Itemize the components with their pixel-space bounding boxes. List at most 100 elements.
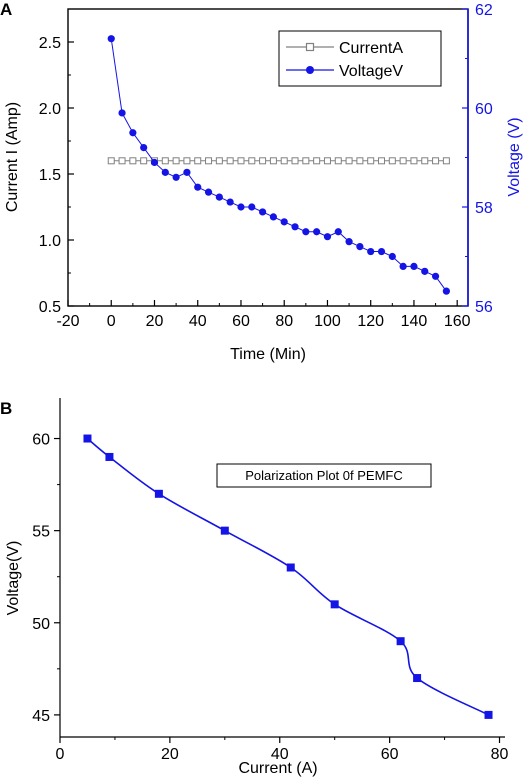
voltage-data-point xyxy=(367,247,375,256)
legend-box xyxy=(278,30,442,87)
panel-a-x-tick-label: 40 xyxy=(189,313,207,330)
annotation-box xyxy=(216,463,432,488)
panel-a-left-y-tick-label: 2.0 xyxy=(39,101,61,118)
voltage-data-point xyxy=(107,35,115,43)
current-data-point xyxy=(313,157,321,165)
legend-voltage-marker xyxy=(306,66,314,74)
current-data-point xyxy=(356,157,364,165)
panel-a-left-y-axis-title: Current I (Amp) xyxy=(4,102,21,212)
panel-a-left-y-tick-label: 2.5 xyxy=(39,35,61,52)
legend-current-marker xyxy=(305,42,315,52)
voltage-data-point xyxy=(302,228,310,236)
current-data-point xyxy=(345,157,353,165)
voltage-data-point xyxy=(161,168,169,176)
panel-b-annotation: Polarization Plot 0f PEMFC xyxy=(216,463,432,488)
panel-b-x-axis-title: Current (A) xyxy=(238,760,317,777)
panel-b-y-tick-label: 55 xyxy=(32,524,50,541)
voltage-data-point xyxy=(399,262,407,270)
current-data-point xyxy=(118,157,126,165)
panel-a-x-tick-label: 120 xyxy=(357,313,384,330)
voltage-data-point xyxy=(291,223,299,231)
current-data-point xyxy=(442,157,450,165)
voltage-data-point xyxy=(323,233,332,241)
legend-voltage-label: VoltageV xyxy=(339,63,403,80)
current-data-point xyxy=(248,157,256,165)
current-data-point xyxy=(388,157,396,165)
panel-a-right-y-tick-label: 60 xyxy=(475,101,493,118)
panel-a-x-tick-label: 140 xyxy=(401,313,428,330)
current-data-point xyxy=(432,157,440,165)
current-data-point xyxy=(323,157,331,165)
voltage-data-point xyxy=(345,238,353,246)
current-data-point xyxy=(410,157,418,165)
voltage-data-point xyxy=(410,262,418,270)
voltage-data-point xyxy=(388,252,396,261)
current-data-point xyxy=(302,157,310,165)
current-data-point xyxy=(421,157,429,165)
panel-a-letter: A xyxy=(0,0,12,19)
voltage-data-point xyxy=(194,183,202,191)
panel-b: B 0 20 40 60 80 45 50 55 60 Current (A) Voltage(… xyxy=(0,398,509,777)
panel-a-x-tick-label: 80 xyxy=(275,313,293,330)
panel-a-legend: CurrentA VoltageV xyxy=(278,30,442,87)
voltage-data-point xyxy=(237,203,245,211)
polarization-data-point xyxy=(396,637,405,646)
panel-b-y-tick-label: 60 xyxy=(32,432,50,449)
panel-b-y-tick-label: 45 xyxy=(32,708,50,725)
voltage-data-point xyxy=(140,144,148,152)
panel-a-x-tick-label: 160 xyxy=(444,313,471,330)
panel-a-x-axis-title: Time (Min) xyxy=(230,346,306,363)
panel-b-x-tick-label: 80 xyxy=(491,746,509,763)
voltage-data-point xyxy=(129,129,137,137)
panel-a-right-y-tick-label: 56 xyxy=(475,299,493,316)
voltage-data-point xyxy=(269,213,278,221)
panel-b-letter: B xyxy=(0,399,12,418)
panel-b-y-tick-label: 50 xyxy=(32,616,50,633)
voltage-data-point xyxy=(421,267,429,275)
current-data-point xyxy=(172,157,180,165)
polarization-data-point xyxy=(83,434,92,443)
voltage-data-point xyxy=(248,203,256,211)
polarization-data-point xyxy=(154,489,163,498)
current-data-point xyxy=(140,157,148,165)
panel-a-right-y-tick-label: 62 xyxy=(475,2,493,19)
panel-a-right-y-tick-label: 58 xyxy=(475,200,493,217)
voltage-data-point xyxy=(313,228,321,236)
legend-current-label: CurrentA xyxy=(339,40,403,57)
current-data-point xyxy=(280,157,288,165)
voltage-data-point xyxy=(356,243,364,251)
voltage-data-point xyxy=(431,272,440,280)
current-data-point xyxy=(237,157,245,165)
current-data-point xyxy=(161,157,169,165)
voltage-data-point xyxy=(204,188,213,196)
voltage-data-point xyxy=(172,173,180,181)
panel-b-y-axis-title: Voltage(V) xyxy=(5,541,22,616)
voltage-data-point xyxy=(258,208,267,216)
voltage-data-point xyxy=(118,109,126,117)
current-data-point xyxy=(399,157,407,165)
panel-a-x-tick-label: 60 xyxy=(232,313,250,330)
current-data-point xyxy=(107,157,115,165)
current-data-point xyxy=(205,157,213,165)
panel-a-right-y-axis-title: Voltage (V) xyxy=(506,117,523,196)
current-data-point xyxy=(291,157,299,165)
panel-b-x-tick-label: 40 xyxy=(271,746,289,763)
current-data-point xyxy=(194,157,202,165)
panel-a-x-tick-label: -20 xyxy=(56,313,79,330)
panel-a-x-tick-label: 20 xyxy=(146,313,164,330)
panel-b-x-tick-label: 20 xyxy=(161,746,179,763)
panel-a: A -20 0 20 40 60 80 100 120 140 160 0.5 1.0 1.5 2.0 2.… xyxy=(0,0,523,363)
current-data-point xyxy=(259,157,267,165)
panel-a-left-y-tick-label: 1.5 xyxy=(39,167,61,184)
panel-b-x-tick-label: 0 xyxy=(56,746,65,763)
voltage-data-point xyxy=(280,218,288,226)
polarization-data-point xyxy=(330,600,339,609)
current-data-point xyxy=(183,157,191,165)
current-data-point xyxy=(226,157,234,165)
current-data-point xyxy=(269,157,277,165)
current-data-point xyxy=(378,157,386,165)
voltage-data-point xyxy=(183,168,191,176)
polarization-data-point xyxy=(220,526,229,535)
current-data-point xyxy=(129,157,137,165)
